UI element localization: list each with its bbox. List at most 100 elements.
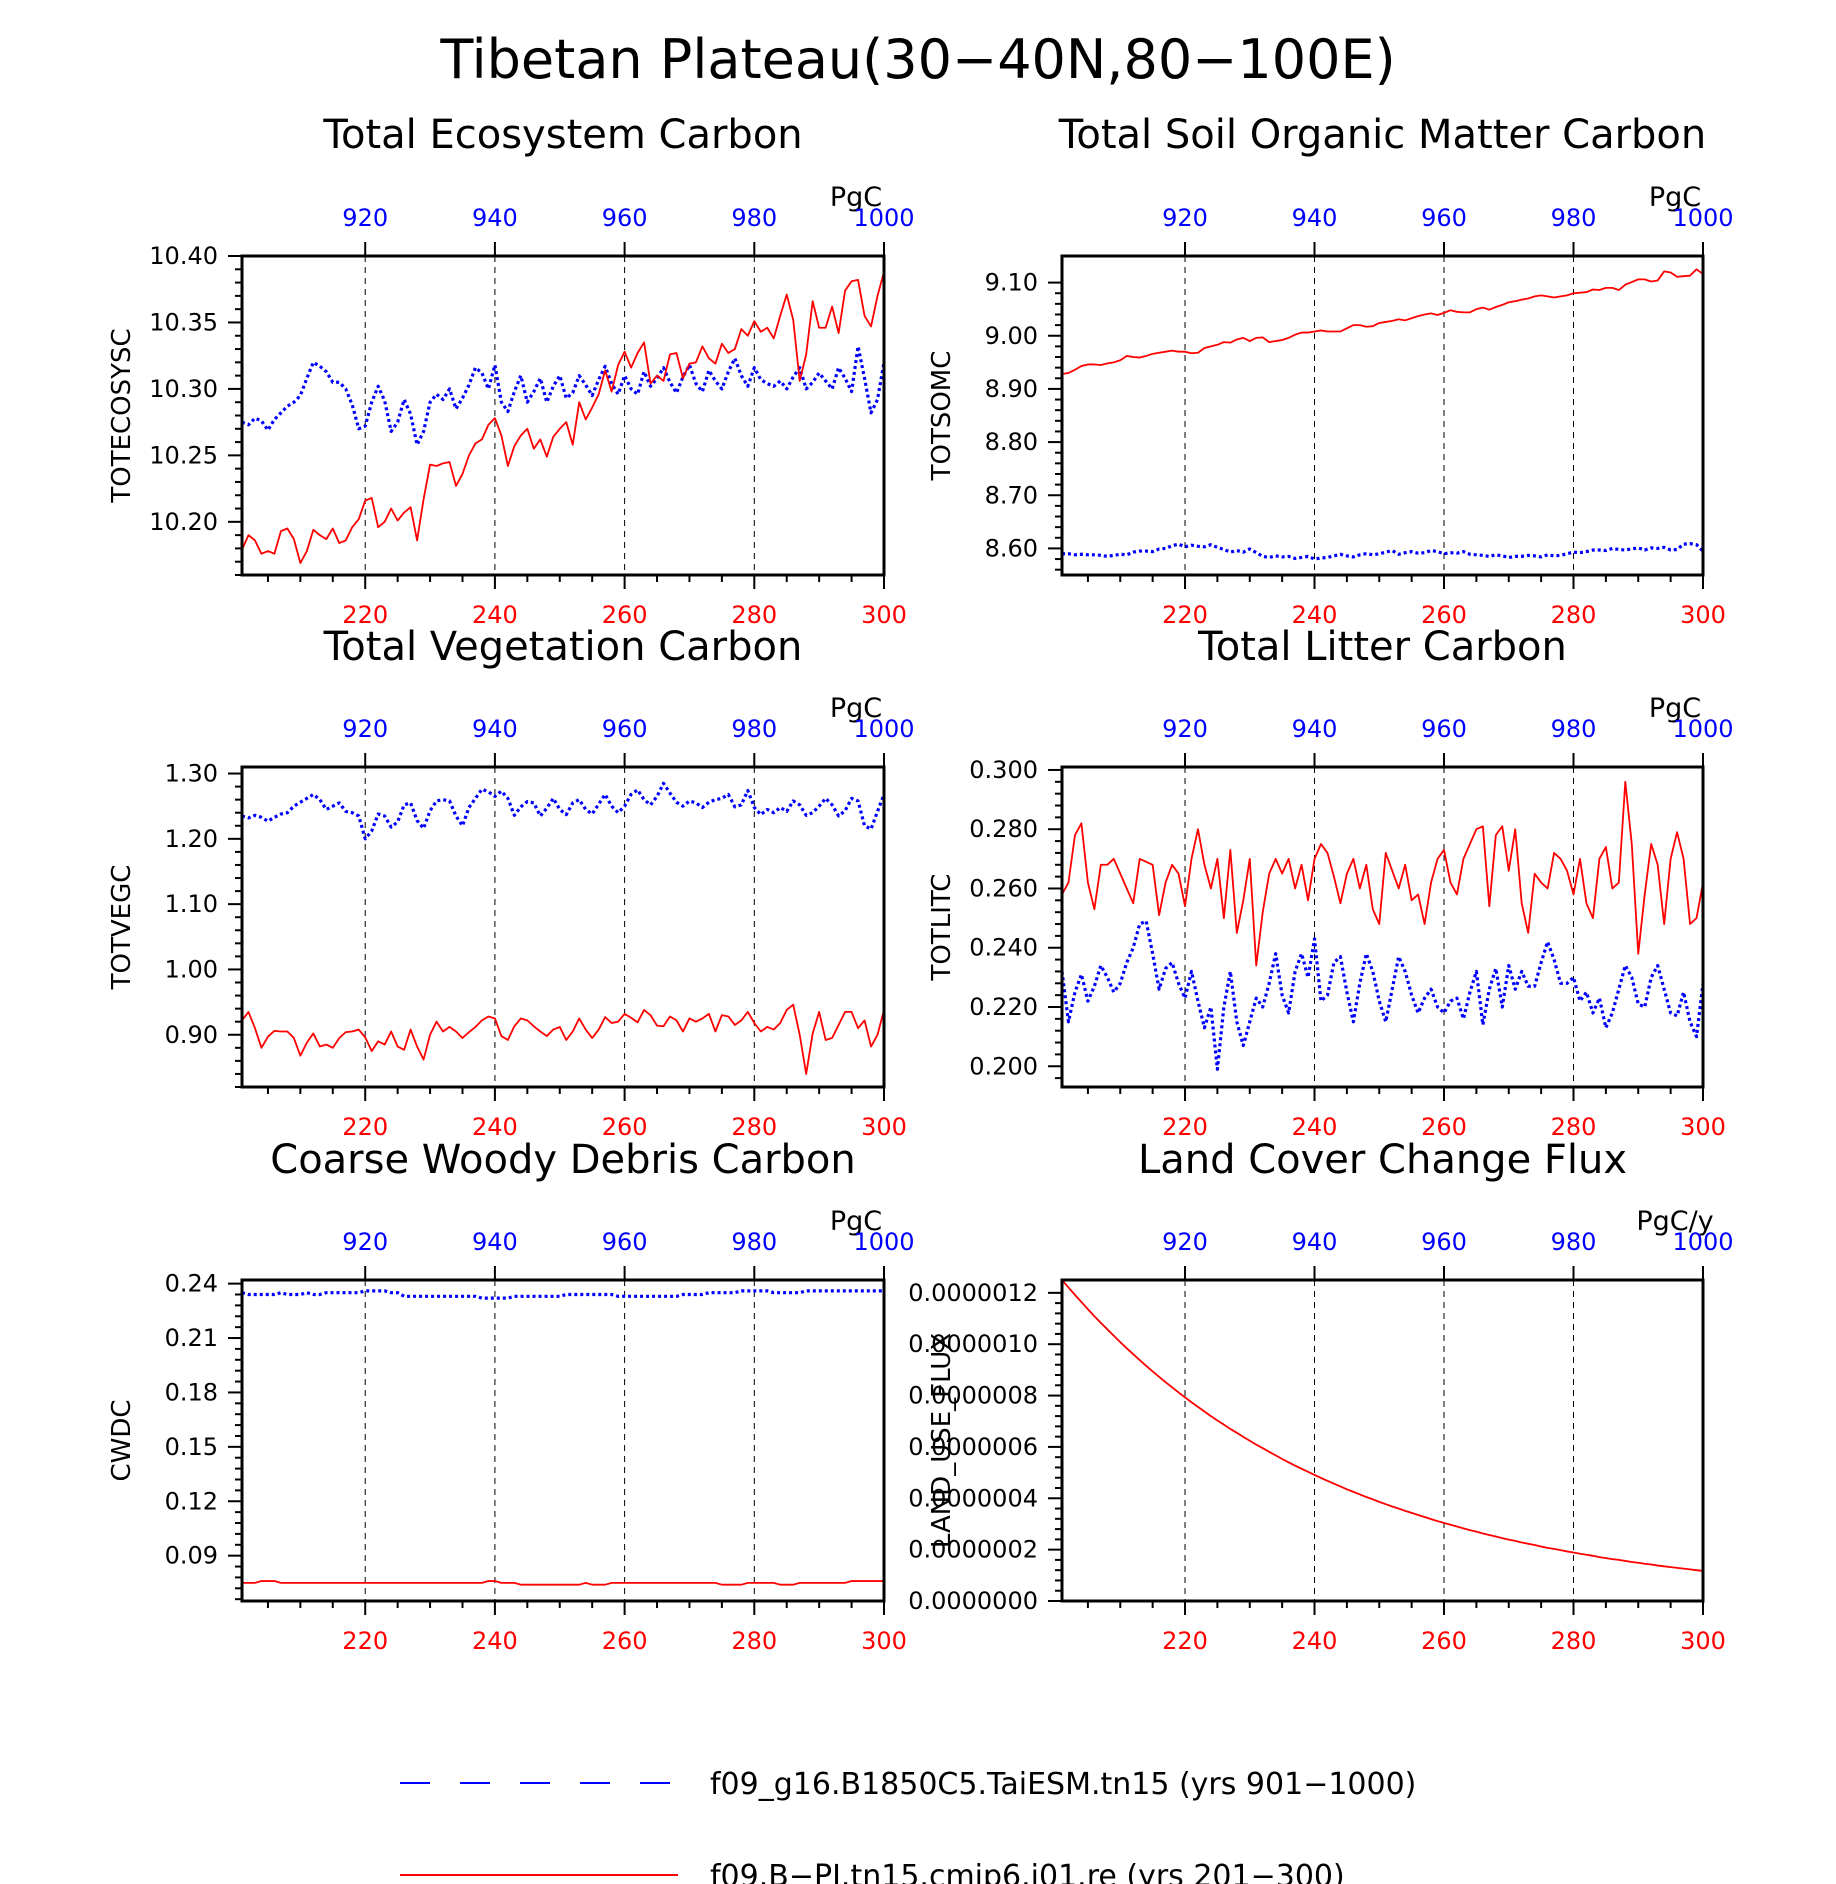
plot-frame xyxy=(1060,765,1705,1089)
x-tick-label-top: 960 xyxy=(1421,715,1467,743)
x-tick-label-bottom: 260 xyxy=(1421,1113,1467,1141)
x-tick-label-bottom: 220 xyxy=(342,601,388,629)
y-tick-label: 0.0000012 xyxy=(908,1279,1038,1307)
x-tick-label-bottom: 240 xyxy=(472,1627,518,1655)
y-tick-label: 10.35 xyxy=(149,308,218,336)
x-tick-label-bottom: 240 xyxy=(1292,601,1338,629)
x-tick-label-bottom: 260 xyxy=(1421,1627,1467,1655)
plot-frame xyxy=(1060,1278,1705,1603)
y-tick-label: 0.0000002 xyxy=(908,1536,1038,1564)
x-tick-label-bottom: 300 xyxy=(1680,1113,1726,1141)
y-tick-label: 0.300 xyxy=(969,756,1038,784)
x-tick-label-bottom: 280 xyxy=(1551,1627,1597,1655)
x-tick-label-top: 920 xyxy=(342,1228,388,1256)
y-tick-label: 0.0000000 xyxy=(908,1587,1038,1615)
y-axis-label: TOTLITC xyxy=(927,874,957,982)
series-line-blue xyxy=(1062,542,1705,561)
chart-panel-4: Total Litter Carbon PgC TOTLITC 220 240 260 28… xyxy=(927,624,1734,1141)
y-tick-label: 1.00 xyxy=(165,955,218,983)
series-line-blue xyxy=(241,344,886,447)
x-tick-label-top: 920 xyxy=(1162,1228,1208,1256)
y-tick-label: 0.0000004 xyxy=(908,1484,1038,1512)
y-tick-label: 8.90 xyxy=(985,375,1038,403)
x-tick-label-top: 960 xyxy=(1421,1228,1467,1256)
x-tick-label-top: 980 xyxy=(731,1228,777,1256)
chart-panel-3: Total Vegetation Carbon PgC TOTVEGC 220 240 2… xyxy=(107,624,915,1141)
series-line-blue xyxy=(241,781,886,841)
panel-title: Total Ecosystem Carbon xyxy=(322,112,802,158)
x-tick-label-top: 980 xyxy=(731,204,777,232)
y-axis-label: TOTECOSYSC xyxy=(107,328,137,503)
x-tick-label-top: 920 xyxy=(342,715,388,743)
y-tick-label: 10.25 xyxy=(149,441,218,469)
x-tick-label-top: 960 xyxy=(602,204,648,232)
units-label: PgC xyxy=(830,1206,882,1237)
series-line-red xyxy=(1061,780,1704,967)
units-label: PgC/y xyxy=(1636,1206,1713,1237)
x-tick-label-top: 1000 xyxy=(1672,1228,1733,1256)
x-tick-label-top: 1000 xyxy=(853,1228,914,1256)
x-tick-label-bottom: 240 xyxy=(1292,1627,1338,1655)
y-axis-label: LAND_USE_FLUX xyxy=(927,1333,957,1548)
y-tick-label: 8.80 xyxy=(985,428,1038,456)
x-tick-label-top: 960 xyxy=(1421,204,1467,232)
x-tick-label-top: 940 xyxy=(1292,204,1338,232)
y-tick-label: 0.240 xyxy=(969,934,1038,962)
y-axis-label: TOTVEGC xyxy=(107,865,137,991)
units-label: PgC xyxy=(830,182,882,213)
x-tick-label-bottom: 260 xyxy=(602,1627,648,1655)
x-tick-label-top: 940 xyxy=(1292,715,1338,743)
y-tick-label: 0.260 xyxy=(969,874,1038,902)
panel-title: Total Soil Organic Matter Carbon xyxy=(1058,112,1707,158)
legend-label-2: f09.B−PI.tn15.cmip6.j01.re (yrs 201−300) xyxy=(710,1859,1345,1884)
x-tick-label-bottom: 300 xyxy=(861,1627,907,1655)
y-tick-label: 0.90 xyxy=(165,1021,218,1049)
series-line-red xyxy=(1061,268,1704,375)
y-tick-label: 0.21 xyxy=(165,1324,218,1352)
y-tick-label: 0.24 xyxy=(165,1270,218,1298)
chart-panel-1: Total Ecosystem Carbon PgC TOTECOSYSC 220 24… xyxy=(107,112,915,629)
x-tick-label-top: 940 xyxy=(472,1228,518,1256)
panels: Total Ecosystem Carbon PgC TOTECOSYSC 220 24… xyxy=(107,112,1734,1655)
chart-panel-2: Total Soil Organic Matter Carbon PgC TOTSO… xyxy=(927,112,1734,629)
y-tick-label: 0.0000006 xyxy=(908,1433,1038,1461)
y-tick-label: 1.20 xyxy=(165,825,218,853)
x-tick-label-bottom: 220 xyxy=(1162,1113,1208,1141)
x-tick-label-bottom: 220 xyxy=(1162,601,1208,629)
y-tick-label: 9.00 xyxy=(985,322,1038,350)
y-tick-label: 8.70 xyxy=(985,481,1038,509)
x-tick-label-top: 940 xyxy=(472,204,518,232)
x-tick-label-top: 980 xyxy=(1551,715,1597,743)
y-axis-label: TOTSOMC xyxy=(927,351,957,482)
x-tick-label-bottom: 260 xyxy=(602,601,648,629)
y-tick-label: 0.200 xyxy=(969,1052,1038,1080)
series-line-blue xyxy=(1060,919,1705,1071)
x-tick-label-bottom: 280 xyxy=(731,1627,777,1655)
x-tick-label-bottom: 300 xyxy=(861,601,907,629)
x-tick-label-top: 920 xyxy=(1162,715,1208,743)
x-tick-label-top: 1000 xyxy=(1672,204,1733,232)
y-tick-label: 0.0000010 xyxy=(908,1330,1038,1358)
x-tick-label-bottom: 240 xyxy=(472,601,518,629)
y-tick-label: 0.12 xyxy=(165,1487,218,1515)
x-tick-label-bottom: 280 xyxy=(731,601,777,629)
y-axis-label: CWDC xyxy=(107,1399,137,1481)
x-tick-label-bottom: 300 xyxy=(861,1113,907,1141)
panel-title: Total Vegetation Carbon xyxy=(323,624,803,670)
x-tick-label-top: 1000 xyxy=(853,204,914,232)
x-tick-label-bottom: 240 xyxy=(472,1113,518,1141)
x-tick-label-bottom: 300 xyxy=(1680,1627,1726,1655)
panel-title: Total Litter Carbon xyxy=(1197,624,1567,670)
y-tick-label: 0.18 xyxy=(165,1378,218,1406)
chart-panel-6: Land Cover Change Flux PgC/y LAND_USE_FLUX… xyxy=(908,1137,1733,1655)
x-tick-label-top: 960 xyxy=(602,1228,648,1256)
chart-panel-5: Coarse Woody Debris Carbon PgC CWDC 220 240 2… xyxy=(107,1137,915,1655)
panel-title: Coarse Woody Debris Carbon xyxy=(270,1137,855,1183)
x-tick-label-bottom: 280 xyxy=(1551,1113,1597,1141)
x-tick-label-bottom: 260 xyxy=(602,1113,648,1141)
plot-frame xyxy=(1060,254,1705,577)
plot-frame xyxy=(240,1278,886,1603)
x-tick-label-top: 980 xyxy=(1551,1228,1597,1256)
units-label: PgC xyxy=(1649,182,1701,213)
